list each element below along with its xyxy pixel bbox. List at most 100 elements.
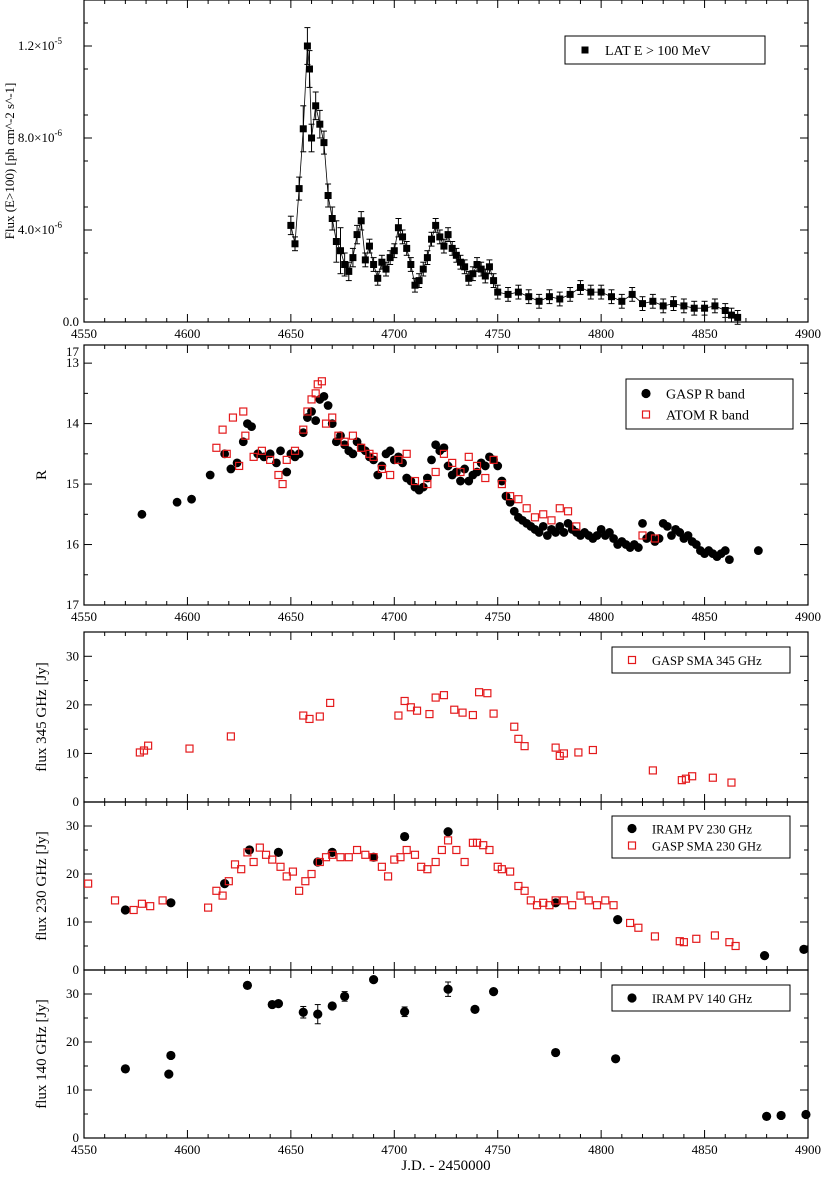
- data-point: [137, 899, 147, 908]
- data-point: [239, 407, 248, 416]
- data-point: [576, 891, 585, 900]
- y-tick-label: 30: [66, 986, 79, 1001]
- data-point: [273, 847, 284, 858]
- data-point: [311, 389, 320, 398]
- data-point: [307, 869, 316, 879]
- y-tick-label: 10: [66, 1082, 79, 1097]
- data-point: [334, 431, 343, 440]
- y-axis-label: flux 230 GHz [Jy]: [34, 831, 50, 941]
- x-tick-label: 4850: [692, 326, 718, 341]
- data-point: [526, 896, 535, 905]
- data-point: [724, 555, 734, 565]
- data-point: [609, 901, 618, 910]
- data-point: [317, 377, 326, 386]
- data-point: [460, 857, 469, 867]
- data-point: [172, 497, 182, 507]
- data-point: [249, 857, 258, 867]
- x-tick-label: 4700: [381, 609, 407, 624]
- data-point: [305, 714, 314, 724]
- data-point: [572, 522, 581, 531]
- data-point: [601, 896, 610, 905]
- y-tick-label: 17: [66, 597, 80, 612]
- data-point: [431, 857, 440, 867]
- data-point: [675, 937, 684, 946]
- data-point: [532, 901, 542, 910]
- data-point: [451, 467, 461, 477]
- y-tick-label: 0.0: [63, 314, 79, 329]
- data-point: [282, 872, 291, 881]
- data-point: [488, 987, 499, 997]
- data-point: [412, 706, 422, 715]
- data-point: [276, 446, 285, 456]
- data-point: [634, 923, 643, 932]
- data-point: [313, 1009, 323, 1019]
- legend-box: [564, 35, 766, 65]
- y-tick-exponent: -6: [55, 220, 63, 230]
- data-point: [539, 898, 548, 907]
- data-point: [638, 518, 647, 528]
- data-point: [327, 1001, 337, 1011]
- data-point: [120, 1064, 130, 1074]
- data-point: [613, 915, 623, 925]
- data-point: [638, 531, 647, 540]
- data-point: [776, 1110, 786, 1121]
- data-point: [328, 850, 337, 859]
- data-point: [410, 850, 420, 859]
- y-tick-label: 16: [66, 537, 80, 552]
- data-point: [255, 843, 264, 852]
- data-point: [410, 476, 420, 486]
- data-point: [274, 470, 283, 480]
- data-point: [427, 455, 436, 465]
- data-point: [584, 896, 593, 905]
- data-point: [361, 850, 370, 859]
- data-point: [344, 853, 353, 862]
- data-point: [450, 705, 459, 714]
- data-point: [592, 901, 602, 910]
- legend-label: LAT E > 100 MeV: [605, 44, 711, 59]
- data-point: [348, 449, 358, 459]
- series-line: [290, 45, 738, 318]
- data-point: [458, 708, 467, 717]
- plot-frame: [83, 344, 809, 606]
- data-point: [497, 865, 506, 874]
- data-point: [753, 546, 763, 555]
- y-tick-exponent: -6: [55, 128, 63, 138]
- data-point: [759, 951, 770, 961]
- x-tick-label: 4850: [692, 1142, 718, 1157]
- data-point: [315, 712, 324, 721]
- data-point: [276, 862, 285, 871]
- legend: LAT E > 100 MeV: [564, 35, 766, 65]
- data-point: [266, 455, 275, 464]
- legend-box: [611, 984, 791, 1012]
- data-point: [627, 993, 637, 1003]
- data-point: [237, 865, 246, 874]
- data-point: [84, 879, 93, 888]
- data-point: [222, 449, 231, 458]
- data-point: [480, 461, 490, 471]
- data-point: [394, 455, 403, 464]
- y-tick-label: 4.0×10-6: [18, 220, 63, 237]
- data-point: [402, 845, 411, 855]
- data-point: [563, 507, 573, 516]
- data-point: [224, 877, 233, 886]
- y-tick-label: 20: [66, 866, 79, 881]
- data-point: [448, 458, 457, 468]
- data-point: [396, 853, 405, 862]
- data-point: [220, 449, 230, 459]
- data-point: [402, 449, 411, 458]
- data-point: [340, 437, 349, 446]
- data-point: [456, 467, 465, 477]
- data-point: [323, 401, 333, 410]
- data-point: [187, 494, 196, 504]
- data-point: [336, 853, 345, 862]
- data-point: [443, 461, 453, 471]
- panel-rband: 4550 4600 4650 4700 4750 4800 4850 4900 13 14 15 16…: [34, 344, 821, 624]
- data-point: [166, 898, 176, 908]
- data-point: [530, 513, 540, 522]
- x-tick-label: 4750: [485, 326, 511, 341]
- legend-box: [611, 646, 791, 674]
- data-point: [538, 521, 548, 531]
- data-point: [144, 741, 153, 750]
- legend-label: ATOM R band: [666, 409, 749, 424]
